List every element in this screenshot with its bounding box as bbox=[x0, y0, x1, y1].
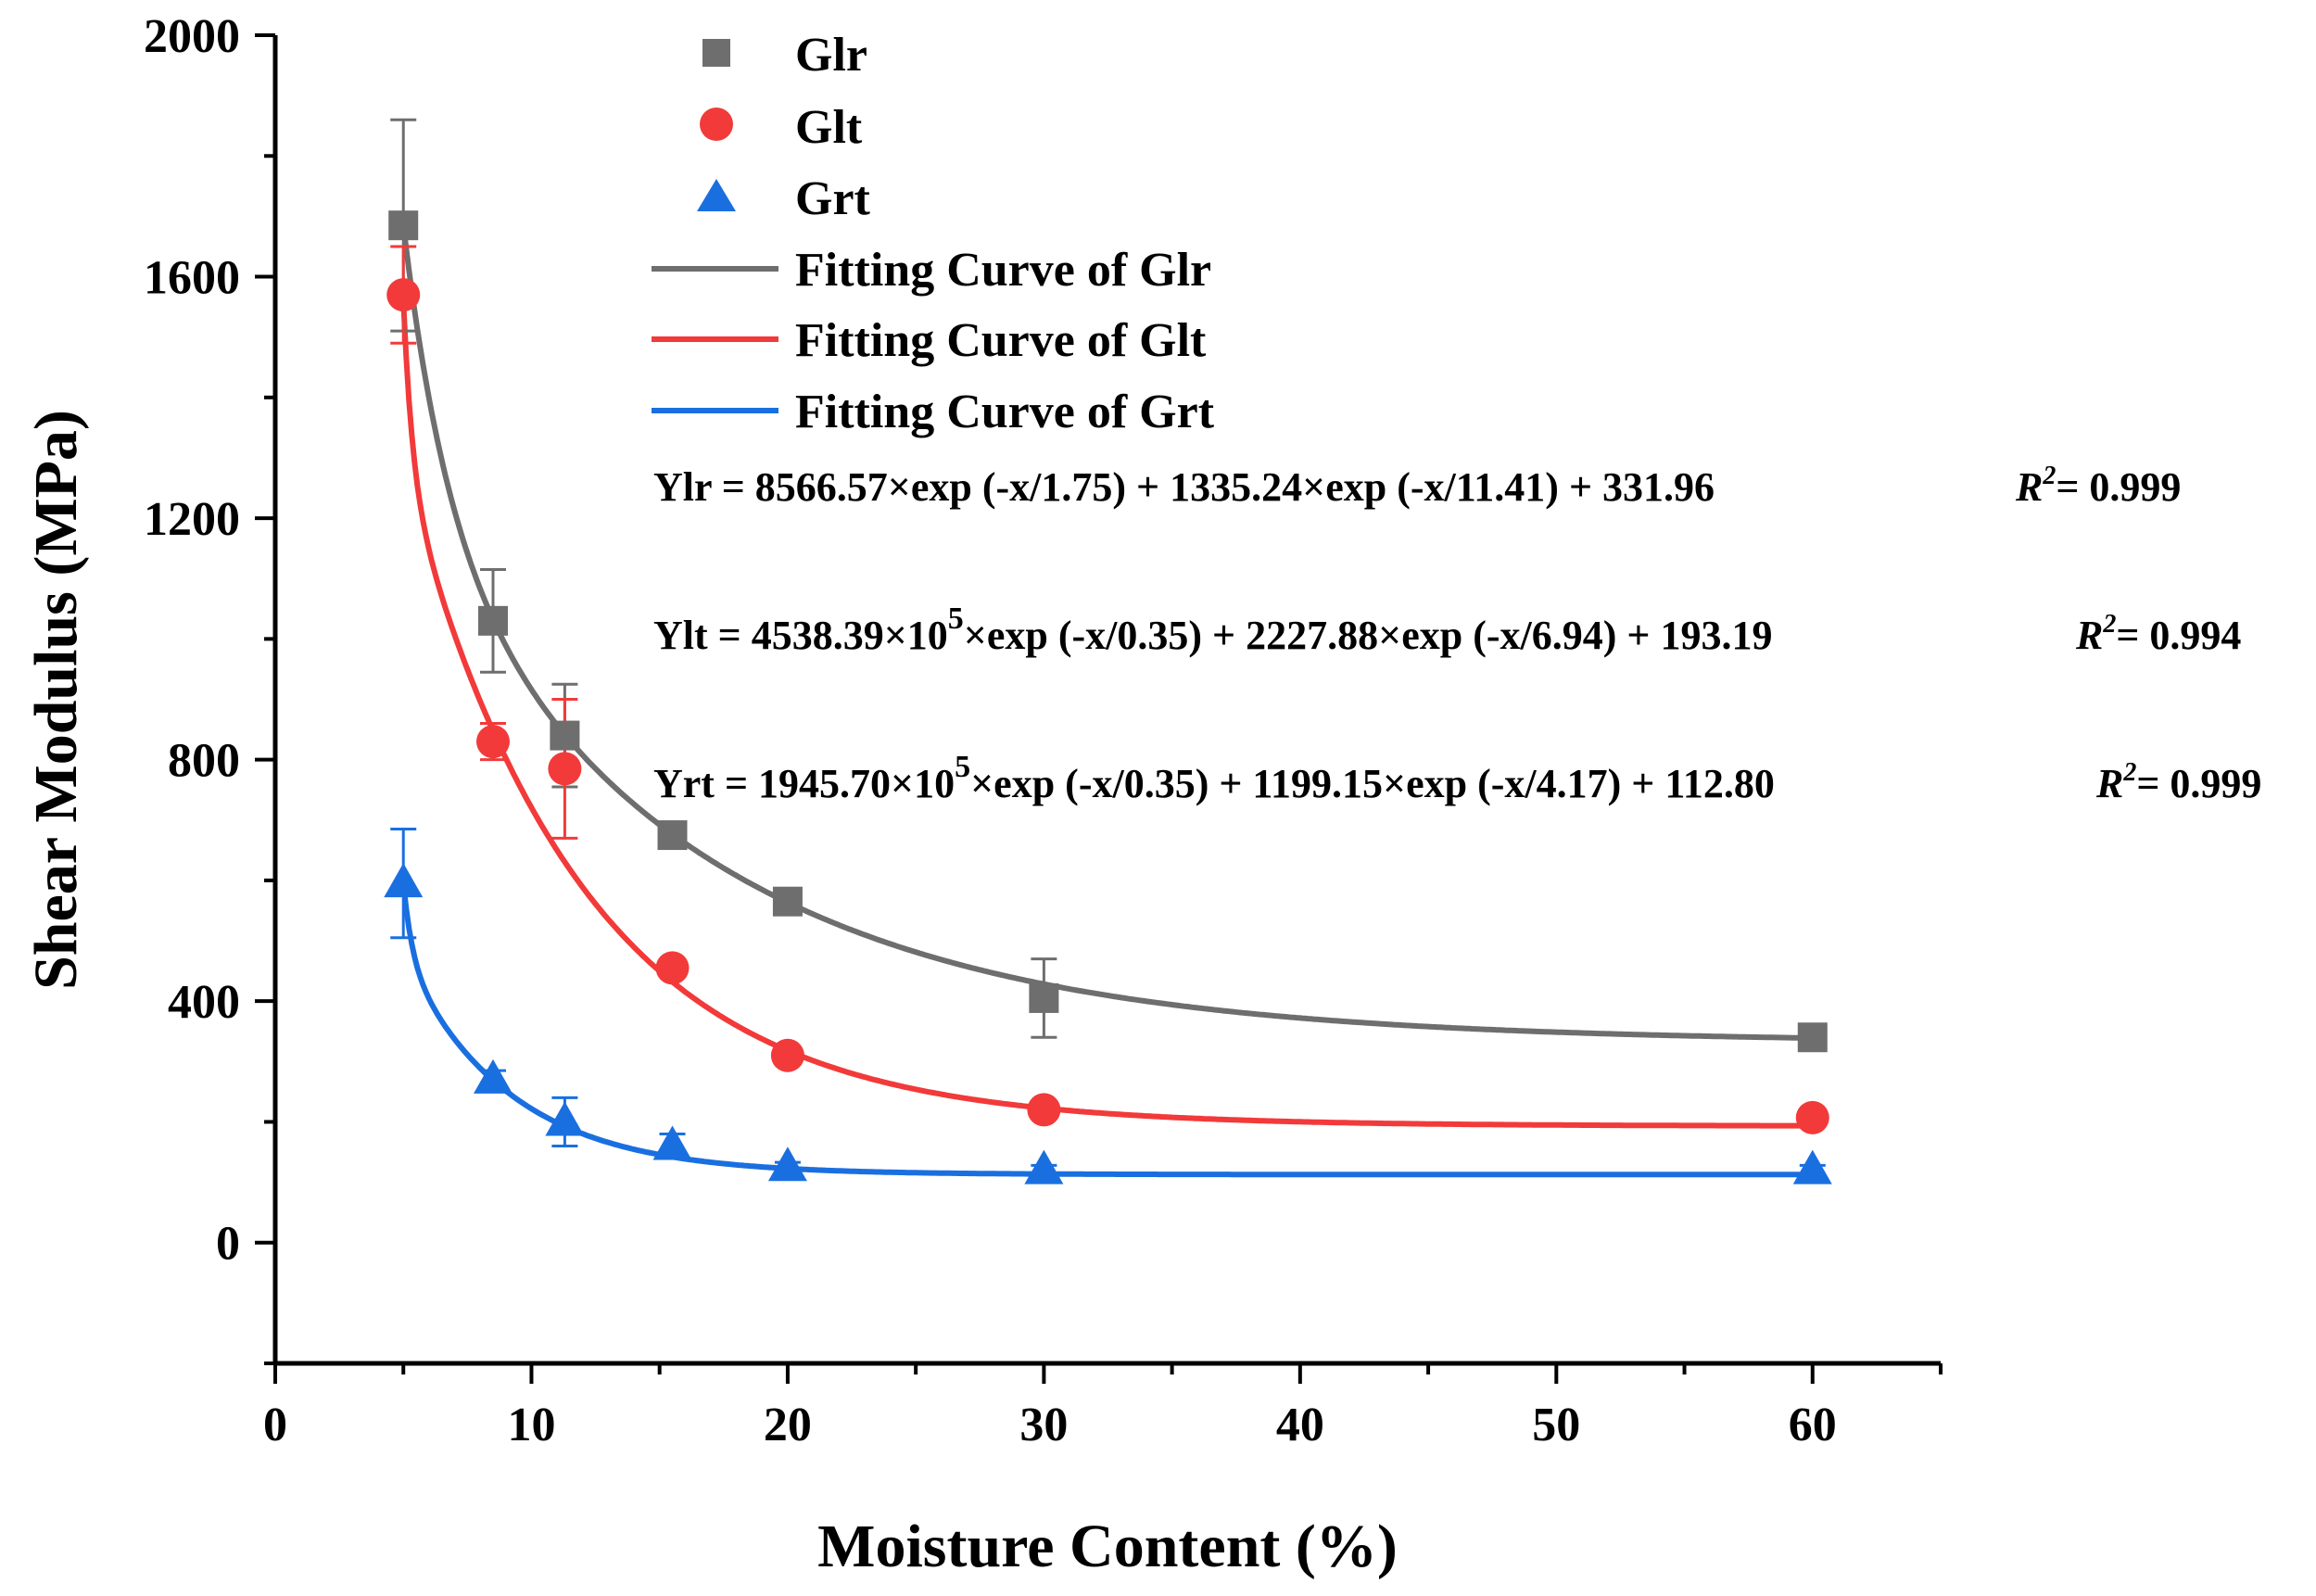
y-tick-label: 400 bbox=[168, 976, 240, 1029]
data-point-glt bbox=[1027, 1093, 1061, 1127]
equation-glr-r2-label: R bbox=[2015, 464, 2043, 510]
data-point-grt bbox=[1792, 1149, 1832, 1184]
data-point-grt bbox=[652, 1125, 692, 1160]
data-point-glr bbox=[1797, 1022, 1828, 1053]
x-axis-title: Moisture Content (%) bbox=[817, 1513, 1398, 1580]
equation-glr-r2-sup: 2 bbox=[2042, 462, 2056, 490]
data-point-glt bbox=[386, 278, 421, 312]
equation-glr-r2-value: = 0.999 bbox=[2056, 464, 2181, 510]
legend: Glr Glt Grt Fitting Curve of Glr Fitting… bbox=[652, 29, 1215, 438]
data-point-glr bbox=[1029, 982, 1059, 1013]
legend-label-glr: Glr bbox=[795, 29, 867, 82]
legend-label-grt: Grt bbox=[795, 172, 871, 225]
axis-ticks: 0 10 20 30 40 50 60 0 400 800 1200 1600 2000 bbox=[144, 10, 1943, 1451]
equation-grt-rhs: ×exp (-x/0.35) + 1199.15×exp (-x/4.17) +… bbox=[970, 761, 1775, 806]
data-point-glt bbox=[770, 1038, 804, 1072]
legend-label-fit-grt: Fitting Curve of Grt bbox=[795, 386, 1215, 438]
x-tick-label: 60 bbox=[1789, 1399, 1837, 1451]
x-tick-label: 20 bbox=[764, 1399, 812, 1451]
legend-marker-glt bbox=[700, 108, 733, 141]
data-markers bbox=[384, 210, 1832, 1184]
equation-glr: Ylr = 8566.57×exp (-x/1.75) + 1335.24×ex… bbox=[653, 462, 2181, 510]
fit-curve-grt bbox=[400, 882, 1813, 1178]
x-tick-label: 30 bbox=[1019, 1399, 1068, 1451]
equation-glt: Ylt = 4538.39×105×exp (-x/0.35) + 2227.8… bbox=[653, 602, 2241, 658]
equation-glt-r2-sup: 2 bbox=[2102, 610, 2116, 639]
fit-curves bbox=[400, 224, 1813, 1178]
data-point-glr bbox=[657, 820, 688, 851]
data-point-grt bbox=[473, 1058, 513, 1094]
data-point-glt bbox=[655, 951, 690, 985]
legend-label-fit-glt: Fitting Curve of Glt bbox=[795, 314, 1207, 367]
data-point-grt bbox=[545, 1101, 585, 1136]
equation-grt: Yrt = 1945.70×105×exp (-x/0.35) + 1199.1… bbox=[653, 750, 2261, 806]
y-tick-label: 1200 bbox=[144, 493, 240, 546]
data-point-glt bbox=[475, 725, 510, 759]
x-tick-label: 50 bbox=[1532, 1399, 1580, 1451]
fit-curve-glr bbox=[400, 224, 1813, 1041]
y-tick-label: 2000 bbox=[144, 10, 240, 63]
equation-glt-rhs: ×exp (-x/0.35) + 2227.88×exp (-x/6.94) +… bbox=[964, 613, 1773, 658]
y-tick-label: 1600 bbox=[144, 252, 240, 305]
data-point-glr bbox=[772, 886, 803, 917]
fit-curve-glt bbox=[400, 299, 1813, 1129]
data-point-grt bbox=[767, 1146, 807, 1182]
y-axis-title: Shear Modulus (MPa) bbox=[22, 410, 90, 990]
data-point-glr bbox=[388, 210, 419, 241]
x-tick-label: 0 bbox=[263, 1399, 287, 1451]
y-tick-label: 0 bbox=[216, 1218, 240, 1271]
data-point-glt bbox=[1795, 1100, 1829, 1134]
fit-equations: Ylr = 8566.57×exp (-x/1.75) + 1335.24×ex… bbox=[653, 462, 2261, 806]
equation-glt-r2-value: = 0.994 bbox=[2116, 613, 2241, 658]
y-tick-label: 800 bbox=[168, 735, 240, 788]
legend-marker-grt bbox=[697, 179, 736, 211]
legend-marker-glr bbox=[702, 39, 730, 67]
equation-grt-lhs: Yrt = 1945.70×10 bbox=[653, 761, 955, 806]
equation-grt-r2-label: R bbox=[2095, 761, 2123, 806]
equation-glt-exp: 5 bbox=[948, 602, 964, 636]
equation-grt-r2-value: = 0.999 bbox=[2136, 761, 2261, 806]
data-point-glr bbox=[477, 605, 508, 636]
x-tick-label: 40 bbox=[1276, 1399, 1324, 1451]
equation-glr-lhs: Ylr = 8566.57×exp (-x/1.75) + 1335.24×ex… bbox=[653, 464, 1715, 510]
legend-label-glt: Glt bbox=[795, 101, 863, 154]
x-tick-label: 10 bbox=[507, 1399, 555, 1451]
data-point-grt bbox=[384, 863, 424, 898]
equation-grt-r2-sup: 2 bbox=[2122, 758, 2136, 787]
equation-grt-exp: 5 bbox=[955, 750, 970, 784]
legend-label-fit-glr: Fitting Curve of Glr bbox=[795, 244, 1211, 297]
data-point-glr bbox=[550, 720, 580, 751]
equation-glt-r2-label: R bbox=[2075, 613, 2103, 658]
data-point-grt bbox=[1024, 1149, 1064, 1184]
data-point-glt bbox=[548, 752, 582, 786]
equation-glt-lhs: Ylt = 4538.39×10 bbox=[653, 613, 948, 658]
